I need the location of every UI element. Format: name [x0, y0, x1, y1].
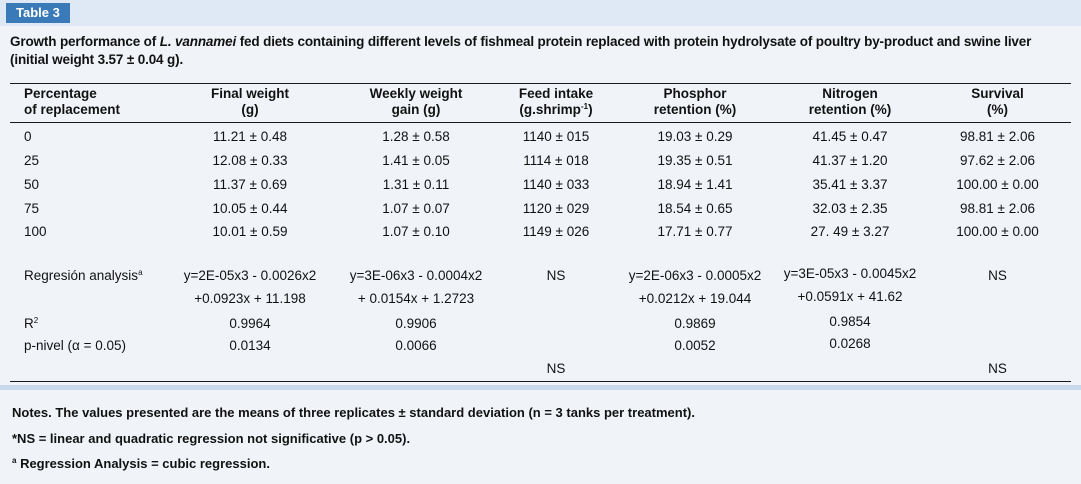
table-cell: 10.01 ± 0.59	[212, 224, 288, 239]
table-header-bar	[0, 0, 1081, 26]
table-cell: 18.94 ± 1.41	[657, 177, 733, 192]
table-cell: 100	[24, 224, 47, 239]
bottom-rule	[10, 381, 1071, 382]
table-cell: 1.41 ± 0.05	[382, 153, 450, 168]
r2-phosphor: 0.9869	[674, 316, 716, 331]
table-caption: Growth performance of L. vannamei fed di…	[10, 34, 1032, 67]
table-cell: 11.37 ± 0.69	[213, 177, 287, 192]
table-cell: 18.54 ± 0.65	[657, 201, 733, 216]
top-rule	[10, 83, 1071, 84]
note-regression: a Regression Analysis = cubic regression…	[12, 456, 270, 471]
table-cell: 1140 ± 015	[522, 129, 590, 144]
table-cell: 100.00 ± 0.00	[956, 177, 1039, 192]
note-means: Notes. The values presented are the mean…	[12, 405, 695, 420]
regression-nitrogen: y=3E-05x3 - 0.0045x2 +0.0591x + 41.62	[783, 266, 917, 304]
regression-feed-intake: NS	[546, 268, 566, 283]
r2-weekly-gain: 0.9906	[395, 316, 437, 331]
table-cell: 1.07 ± 0.07	[382, 201, 450, 216]
table-cell: 1.31 ± 0.11	[382, 177, 450, 192]
table-cell: 11.21 ± 0.48	[213, 129, 287, 144]
table-cell: 1.28 ± 0.58	[382, 129, 450, 144]
p-nivel-final-weight: 0.0134	[229, 338, 271, 353]
p-nivel-weekly-gain: 0.0066	[395, 338, 437, 353]
table-cell: 10.05 ± 0.44	[212, 201, 288, 216]
species-name: L. vannamei	[159, 34, 237, 49]
table-cell: 35.41 ± 3.37	[812, 177, 888, 192]
table-cell: 41.37 ± 1.20	[812, 153, 888, 168]
header-phosphor: Phosphor retention (%)	[653, 86, 737, 117]
r2-label: R2	[24, 316, 39, 331]
header-survival: Survival (%)	[971, 86, 1024, 117]
header-percentage: Percentage of replacement	[24, 86, 121, 117]
table-cell: 25	[24, 153, 40, 168]
table-cell: 100.00 ± 0.00	[956, 224, 1039, 239]
p-nivel-nitrogen: 0.0268	[829, 336, 871, 351]
ns-feed-intake: NS	[546, 361, 566, 376]
footer-separator-bar	[0, 385, 1081, 390]
table-cell: 32.03 ± 2.35	[812, 201, 888, 216]
table-cell: 1114 ± 018	[523, 153, 589, 168]
header-final-weight: Final weight (g)	[210, 86, 289, 117]
table-cell: 75	[24, 201, 40, 216]
table-number-badge: Table 3	[6, 3, 70, 23]
table-cell: 41.45 ± 0.47	[812, 129, 888, 144]
p-nivel-label: p-nivel (α = 0.05)	[24, 338, 126, 353]
regression-final-weight: y=2E-05x3 - 0.0026x2 +0.0923x + 11.198	[183, 268, 317, 306]
table-cell: 1120 ± 029	[522, 201, 590, 216]
table-cell: 1.07 ± 0.10	[382, 224, 450, 239]
regression-label: Regresión analysisa	[24, 268, 143, 283]
table-cell: 97.62 ± 2.06	[960, 153, 1035, 168]
table-cell: 12.08 ± 0.33	[212, 153, 288, 168]
note-ns: *NS = linear and quadratic regression no…	[12, 431, 411, 446]
regression-weekly-gain: y=3E-06x3 - 0.0004x2 + 0.0154x + 1.2723	[349, 268, 483, 306]
regression-survival: NS	[988, 268, 1007, 283]
header-nitrogen: Nitrogen retention (%)	[808, 86, 892, 117]
table-cell: 1149 ± 026	[522, 224, 590, 239]
table-cell: 1140 ± 033	[522, 177, 590, 192]
table-cell: 19.35 ± 0.51	[657, 153, 733, 168]
regression-phosphor: y=2E-06x3 - 0.0005x2 +0.0212x + 19.044	[628, 268, 762, 306]
table-cell: 27. 49 ± 3.27	[810, 224, 890, 239]
header-weekly-gain: Weekly weight gain (g)	[369, 86, 463, 117]
table-cell: 98.81 ± 2.06	[960, 129, 1035, 144]
r2-final-weight: 0.9964	[229, 316, 271, 331]
table-cell: 0	[24, 129, 32, 144]
table-cell: 19.03 ± 0.29	[657, 129, 733, 144]
header-rule	[10, 122, 1071, 123]
p-nivel-phosphor: 0.0052	[674, 338, 716, 353]
table-cell: 98.81 ± 2.06	[960, 201, 1035, 216]
ns-survival: NS	[988, 361, 1007, 376]
table-cell: 50	[24, 177, 40, 192]
table-cell: 17.71 ± 0.77	[657, 224, 733, 239]
r2-nitrogen: 0.9854	[829, 314, 871, 329]
header-feed-intake: Feed intake (g.shrimp-1)	[518, 86, 594, 117]
